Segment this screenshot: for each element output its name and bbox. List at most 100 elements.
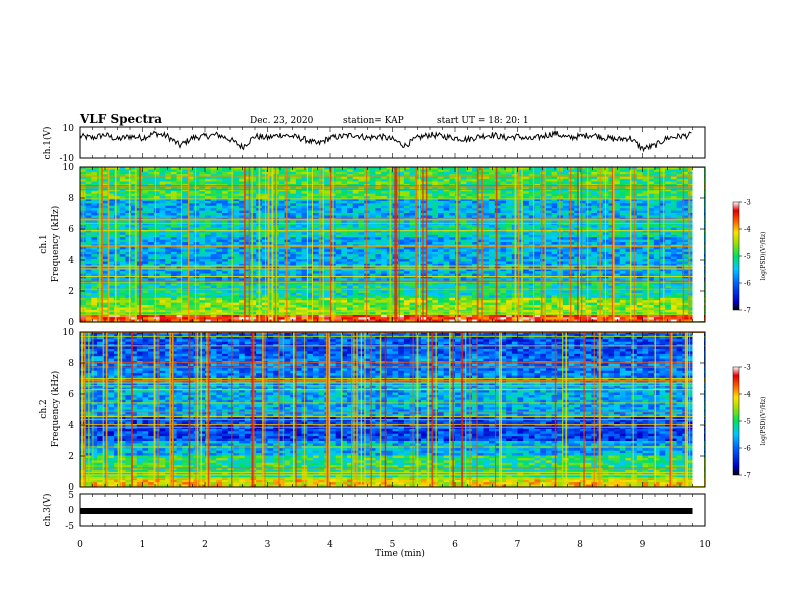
spectrogram-cell <box>472 234 479 238</box>
spectrogram-cell <box>534 176 541 180</box>
spectrogram-cell <box>182 266 189 270</box>
spectrogram-cell <box>466 249 473 253</box>
spectrogram-cell <box>352 266 359 270</box>
spectrogram-cell <box>159 186 166 190</box>
spectrogram-cell <box>494 268 501 272</box>
spectrogram-cell <box>437 261 444 265</box>
spectrogram-cell <box>381 176 388 180</box>
spectrogram-cell <box>290 234 297 238</box>
spectrogram-cell <box>267 186 274 190</box>
spectrogram-cell <box>182 271 189 274</box>
spectrogram-cell <box>523 251 530 255</box>
spectrogram-cell <box>551 196 558 199</box>
spectrogram-cell <box>312 249 319 253</box>
spectrogram-cell <box>625 205 632 209</box>
spectrogram-cell <box>466 196 473 199</box>
spectrogram-cell <box>341 205 348 209</box>
spectrogram-cell <box>432 239 439 243</box>
spectrogram-cell <box>295 193 302 197</box>
spectrogram-cell <box>409 188 416 192</box>
spectrogram-cell <box>568 213 575 216</box>
spectrogram-cell <box>437 193 444 197</box>
spectrogram-cell <box>239 222 246 226</box>
spectrogram-cell <box>528 239 535 243</box>
spectrogram-cell <box>642 210 649 214</box>
spectrogram-cell <box>85 186 92 190</box>
spectrogram-cell <box>625 261 632 265</box>
spectrogram-cell <box>307 266 314 270</box>
spectrogram-cell <box>614 268 621 272</box>
spectrogram-cell <box>233 259 240 262</box>
spectrogram-cell <box>619 246 626 250</box>
spectrogram-cell <box>506 234 513 238</box>
spectrogram-cell <box>210 179 217 182</box>
spectrogram-cell <box>210 215 217 219</box>
spectrogram-cell <box>159 179 166 182</box>
spectrogram-cell <box>636 246 643 250</box>
spectrogram-cell <box>312 188 319 192</box>
spectrogram-cell <box>625 232 632 236</box>
spectrogram-cell <box>420 239 427 243</box>
spectrogram-cell <box>551 227 558 231</box>
spectrogram-cell <box>165 227 172 231</box>
spectrogram-cell <box>619 191 626 194</box>
spectrogram-cell <box>148 249 155 253</box>
spectrogram-cell <box>460 181 467 185</box>
spectrogram-cell <box>108 251 115 255</box>
spectrogram-cell <box>585 171 592 175</box>
spectrogram-cell <box>205 179 211 182</box>
spectrogram-cell <box>517 242 524 245</box>
spectrogram-cell <box>420 208 427 211</box>
spectrogram-cell <box>545 225 552 228</box>
spectrogram-cell <box>352 176 359 180</box>
spectrogram-cell <box>506 237 513 240</box>
spectrogram-cell <box>301 256 308 260</box>
spectrogram-cell <box>534 263 541 267</box>
spectrogram-cell <box>239 179 246 182</box>
spectrogram-cell <box>568 259 575 262</box>
spectrogram-cell <box>432 188 439 192</box>
spectrogram-cell <box>307 242 314 245</box>
spectrogram-cell <box>261 268 268 272</box>
spectrogram-cell <box>153 271 160 274</box>
spectrogram-cell <box>182 261 189 265</box>
spectrogram-cell <box>403 176 410 180</box>
spectrogram-cell <box>659 249 666 253</box>
spectrogram-cell <box>449 261 456 265</box>
spectrogram-cell <box>477 237 484 240</box>
spectrogram-cell <box>415 266 422 270</box>
spectrogram-cell <box>687 259 694 262</box>
spectrogram-cell <box>523 186 530 190</box>
spectrogram-cell <box>585 222 592 226</box>
spectrogram-cell <box>148 196 155 199</box>
spectrogram-cell <box>153 268 160 272</box>
spectrogram-cell <box>642 198 649 202</box>
spectrogram-cell <box>489 191 496 194</box>
spectrogram-cell <box>659 234 666 238</box>
spectrogram-cell <box>159 261 166 265</box>
spectrogram-cell <box>250 246 257 250</box>
spectrogram-cell <box>352 171 359 175</box>
spectrogram-cell <box>580 263 586 267</box>
spectrogram-cell <box>295 225 302 228</box>
spectrogram-cell <box>227 169 234 173</box>
spectrogram-cell <box>131 210 138 214</box>
spectrogram-cell <box>403 198 410 202</box>
spectrogram-cell <box>170 249 177 253</box>
spectrogram-cell <box>347 222 354 226</box>
spectrogram-cell <box>227 171 234 175</box>
spectrogram-cell <box>165 191 172 194</box>
spectrogram-cell <box>369 246 376 250</box>
spectrogram-cell <box>187 259 194 262</box>
spectrogram-cell <box>682 263 689 267</box>
spectrogram-cell <box>102 176 109 180</box>
spectrogram-cell <box>159 222 166 226</box>
spectrogram-cell <box>682 259 689 262</box>
spectrogram-cell <box>187 234 194 238</box>
spectrogram-cell <box>528 249 535 253</box>
spectrogram-cell <box>114 225 121 228</box>
spectrogram-cell <box>91 171 98 175</box>
spectrogram-cell <box>267 215 274 219</box>
spectrogram-cell <box>250 213 257 216</box>
spectrogram-cell <box>614 237 621 240</box>
